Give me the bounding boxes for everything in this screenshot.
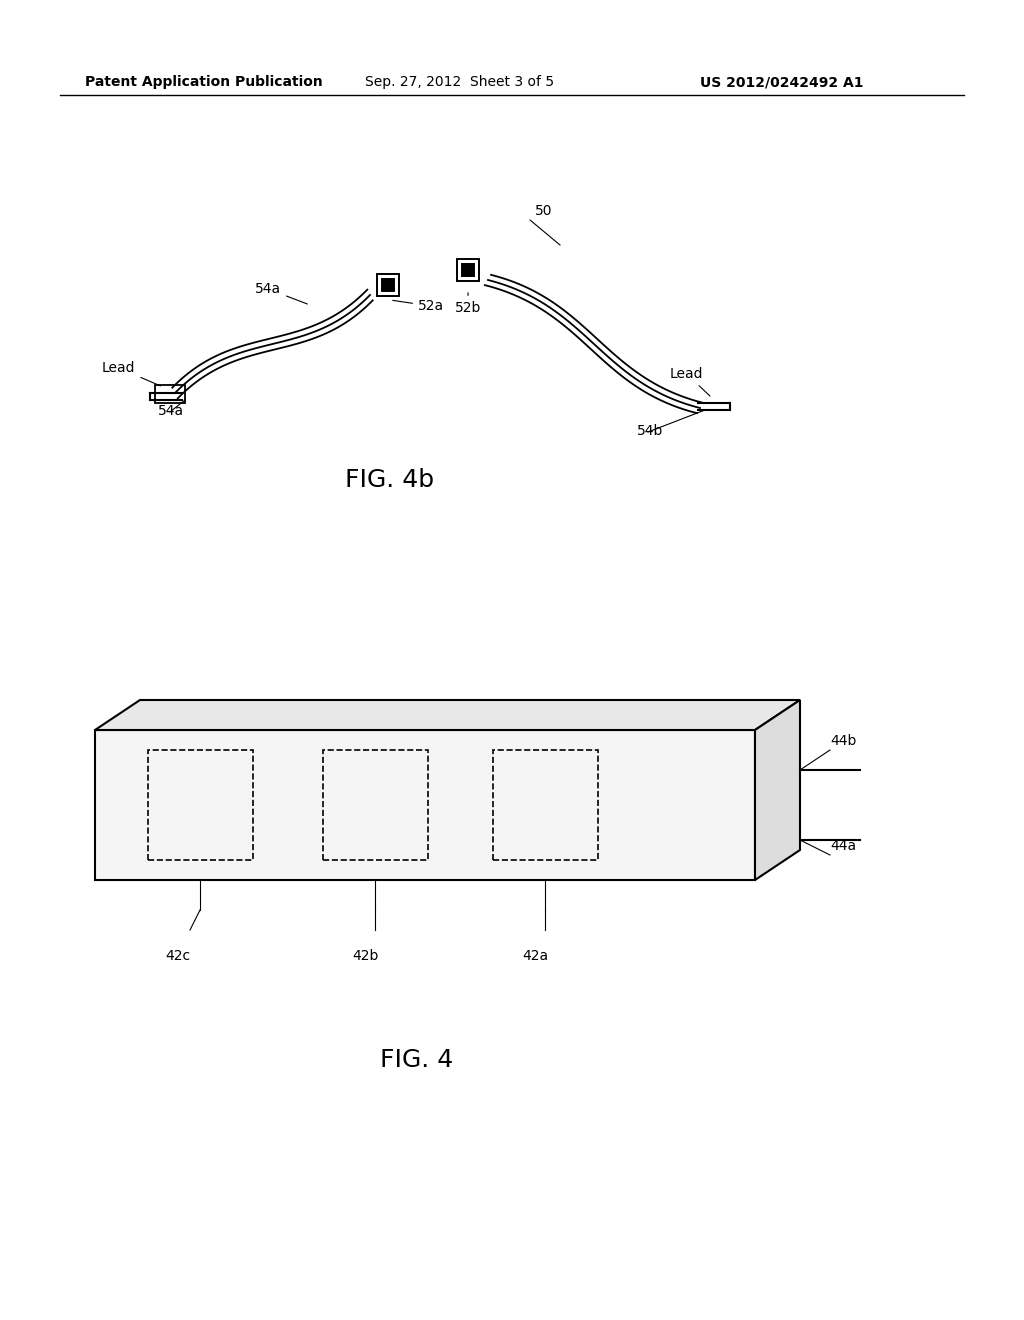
Bar [493, 750, 598, 861]
Text: 52b: 52b [455, 293, 481, 315]
Bar [148, 750, 253, 861]
Text: 42b: 42b [352, 949, 379, 964]
Text: US 2012/0242492 A1: US 2012/0242492 A1 [700, 75, 863, 88]
Text: Sep. 27, 2012  Sheet 3 of 5: Sep. 27, 2012 Sheet 3 of 5 [365, 75, 554, 88]
Text: FIG. 4: FIG. 4 [380, 1048, 454, 1072]
Polygon shape [95, 730, 755, 880]
Text: 50: 50 [535, 205, 553, 218]
Bar [155, 385, 185, 403]
Text: 52a: 52a [393, 300, 444, 313]
Text: 42a: 42a [522, 949, 548, 964]
Text: 54a: 54a [158, 404, 184, 418]
Text: 54a: 54a [255, 282, 307, 304]
Text: Patent Application Publication: Patent Application Publication [85, 75, 323, 88]
Text: 54b: 54b [637, 424, 664, 438]
Text: Lead: Lead [102, 360, 161, 385]
Text: 44a: 44a [830, 840, 856, 853]
Polygon shape [755, 700, 800, 880]
Text: Lead: Lead [670, 367, 710, 396]
Bar [323, 750, 428, 861]
Text: FIG. 4b: FIG. 4b [345, 469, 434, 492]
Text: 44b: 44b [830, 734, 856, 748]
Polygon shape [95, 700, 800, 730]
Text: 42c: 42c [165, 949, 190, 964]
